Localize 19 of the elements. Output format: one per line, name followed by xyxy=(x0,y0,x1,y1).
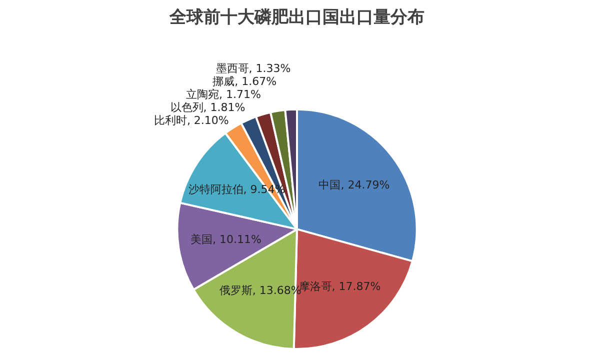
data-label: , 1.33% xyxy=(248,62,291,75)
slice-label: 美国 xyxy=(190,233,212,246)
slice-label: 挪威 xyxy=(212,74,235,88)
slice-label: 立陶宛 xyxy=(186,88,219,101)
slice-label: 比利时 xyxy=(154,114,187,127)
chart-title: 全球前十大磷肥出口国出口量分布 xyxy=(168,8,424,28)
slice-label: 以色列 xyxy=(170,100,204,114)
data-label: , 17.87% xyxy=(332,280,381,293)
slice-label: 墨西哥 xyxy=(216,62,249,75)
data-label: , 1.71% xyxy=(218,88,261,101)
data-label: , 24.79% xyxy=(340,178,390,192)
slice-label: 中国 xyxy=(318,178,341,192)
data-label: , 9.54% xyxy=(243,182,286,196)
data-label: , 10.11% xyxy=(212,233,262,246)
slice-label: 俄罗斯 xyxy=(219,284,252,297)
slice-label: 沙特阿拉伯 xyxy=(188,182,244,196)
data-label: , 2.10% xyxy=(186,114,229,127)
data-label: , 1.67% xyxy=(234,74,277,88)
data-label: , 1.81% xyxy=(203,100,246,114)
